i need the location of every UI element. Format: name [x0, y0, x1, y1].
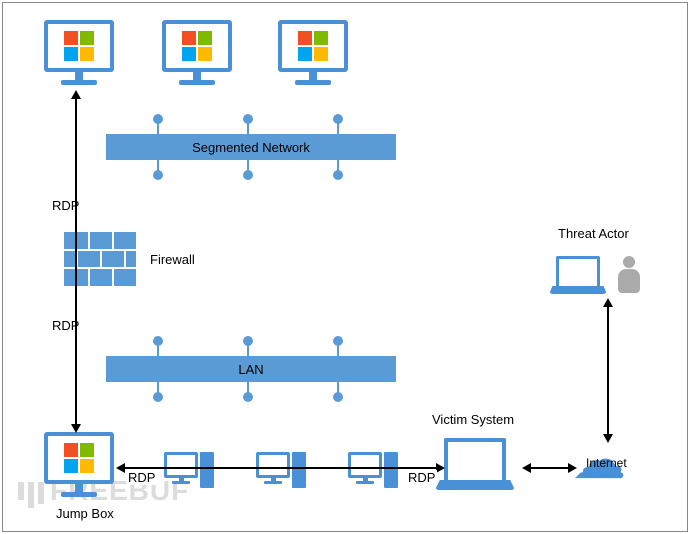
diagram-canvas: FREEBUF Segmented Network LAN: [8, 8, 682, 526]
label-rdp-mid-right: RDP: [406, 470, 437, 485]
seg-conn-top-1: [153, 114, 163, 124]
lan-conn-top-1: [153, 336, 163, 346]
arrow-head: [522, 463, 531, 473]
edge-internet-to-threat: [607, 306, 609, 436]
lan-pc-2: [256, 452, 306, 488]
lan-pc-1: [164, 452, 214, 488]
threat-person-icon: [618, 256, 640, 293]
segmented-network-node: Segmented Network: [106, 134, 396, 160]
label-rdp-upper: RDP: [52, 198, 79, 213]
desktop-segmented-1: [44, 20, 114, 85]
lan-node: LAN: [106, 356, 396, 382]
seg-conn-bot-3: [333, 170, 343, 180]
jumpbox-desktop: [44, 432, 114, 497]
arrow-head: [603, 298, 613, 307]
arrow-head: [116, 463, 125, 473]
arrow-head: [568, 463, 577, 473]
lan-conn-top-2: [243, 336, 253, 346]
seg-conn-bot-1: [153, 170, 163, 180]
arrow-head: [71, 90, 81, 99]
label-firewall: Firewall: [150, 252, 195, 267]
seg-conn-top-3: [333, 114, 343, 124]
edge-jumpbox-to-segnet: [75, 98, 77, 426]
label-rdp-lower: RDP: [52, 318, 79, 333]
label-threat: Threat Actor: [558, 226, 629, 241]
arrow-head: [603, 434, 613, 443]
label-victim: Victim System: [432, 412, 514, 427]
arrow-head: [71, 424, 81, 433]
segmented-network-label: Segmented Network: [192, 140, 310, 155]
threat-laptop: [556, 256, 607, 294]
desktop-segmented-3: [278, 20, 348, 85]
lan-conn-top-3: [333, 336, 343, 346]
victim-laptop: [444, 438, 515, 490]
seg-conn-top-2: [243, 114, 253, 124]
lan-conn-bot-2: [243, 392, 253, 402]
lan-label: LAN: [238, 362, 263, 377]
lan-conn-bot-3: [333, 392, 343, 402]
seg-conn-bot-2: [243, 170, 253, 180]
desktop-segmented-2: [162, 20, 232, 85]
edge-jumpbox-to-victim: [122, 467, 440, 469]
label-rdp-mid-left: RDP: [126, 470, 157, 485]
label-jumpbox: Jump Box: [56, 506, 114, 521]
edge-victim-to-internet: [528, 467, 572, 469]
lan-pc-3: [348, 452, 398, 488]
lan-conn-bot-1: [153, 392, 163, 402]
label-internet: Internet: [586, 456, 627, 470]
